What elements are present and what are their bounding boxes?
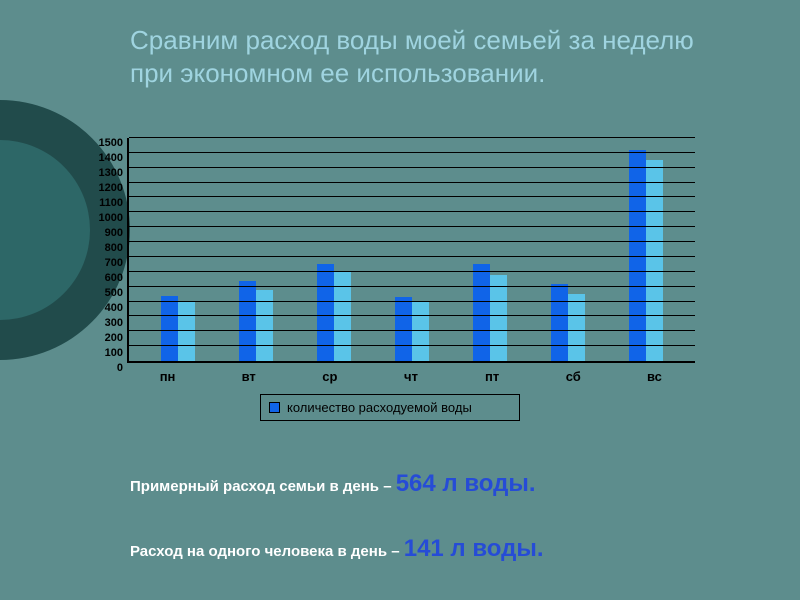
legend: количество расходуемой воды [260, 394, 520, 421]
x-tick-label: сб [533, 369, 614, 384]
summary1-value: 564 [396, 470, 436, 497]
grid-line [129, 315, 695, 316]
grid-line [129, 241, 695, 242]
grid-line [129, 211, 695, 212]
x-tick-label: пн [127, 369, 208, 384]
grid-line [129, 167, 695, 168]
ring-inner [0, 140, 90, 320]
bar-group [139, 138, 217, 361]
grid-line [129, 271, 695, 272]
chart-area: 0100200300400500600700800900100011001200… [85, 138, 695, 363]
summary-line-1: Примерный расход семьи в день – 564 л во… [130, 470, 730, 498]
bar-group [217, 138, 295, 361]
bar [568, 294, 585, 361]
bar [473, 264, 490, 361]
grid-line [129, 301, 695, 302]
x-tick-label: чт [370, 369, 451, 384]
x-axis: пнвтсрчтптсбвс [85, 369, 695, 384]
bar [161, 296, 178, 361]
grid-line [129, 286, 695, 287]
bar-group [529, 138, 607, 361]
x-tick-label: пт [452, 369, 533, 384]
grid-line [129, 182, 695, 183]
bars-layer [129, 138, 695, 361]
bar-group [295, 138, 373, 361]
grid-line [129, 256, 695, 257]
summary1-prefix: Примерный расход семьи в день – [130, 478, 396, 495]
y-axis: 0100200300400500600700800900100011001200… [85, 138, 127, 363]
summary1-suffix: л воды. [436, 470, 536, 497]
x-tick-label: вс [614, 369, 695, 384]
summary2-suffix: л воды. [444, 535, 544, 562]
grid-line [129, 137, 695, 138]
plot-area [127, 138, 695, 363]
grid-line [129, 345, 695, 346]
x-tick-label: вт [208, 369, 289, 384]
bar-group [373, 138, 451, 361]
bar [395, 297, 412, 361]
summary-line-2: Расход на одного человека в день – 141 л… [130, 535, 730, 563]
chart-container: 0100200300400500600700800900100011001200… [85, 138, 695, 421]
bar [239, 281, 256, 361]
grid-line [129, 196, 695, 197]
bar [551, 284, 568, 361]
summary2-prefix: Расход на одного человека в день – [130, 543, 404, 560]
bar-group [451, 138, 529, 361]
x-tick-label: ср [289, 369, 370, 384]
slide-title: Сравним расход воды моей семьей за недел… [130, 24, 710, 89]
legend-swatch [269, 402, 280, 413]
grid-line [129, 226, 695, 227]
legend-label: количество расходуемой воды [287, 400, 472, 415]
grid-line [129, 330, 695, 331]
grid-line [129, 152, 695, 153]
bar [317, 264, 334, 361]
bar [490, 275, 507, 361]
bar-group [607, 138, 685, 361]
summary2-value: 141 [404, 535, 444, 562]
